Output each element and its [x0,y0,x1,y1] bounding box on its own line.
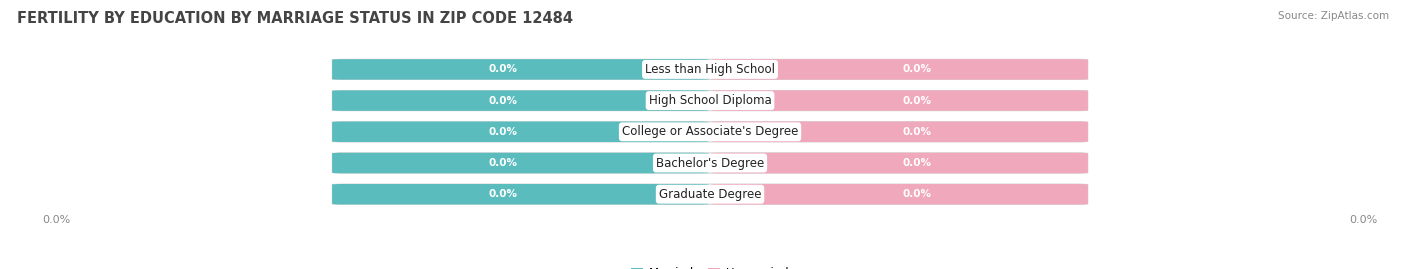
Text: Source: ZipAtlas.com: Source: ZipAtlas.com [1278,11,1389,21]
Text: High School Diploma: High School Diploma [648,94,772,107]
FancyBboxPatch shape [711,90,1088,111]
Text: 0.0%: 0.0% [488,189,517,199]
FancyBboxPatch shape [711,153,1088,173]
Text: Less than High School: Less than High School [645,63,775,76]
FancyBboxPatch shape [711,122,1088,142]
Text: 0.0%: 0.0% [488,95,517,106]
Legend: Married, Unmarried: Married, Unmarried [627,263,793,269]
FancyBboxPatch shape [332,122,1088,142]
Text: 0.0%: 0.0% [903,64,932,75]
Text: 0.0%: 0.0% [903,127,932,137]
Text: 0.0%: 0.0% [488,127,517,137]
Text: College or Associate's Degree: College or Associate's Degree [621,125,799,138]
FancyBboxPatch shape [332,59,709,80]
FancyBboxPatch shape [332,184,1088,204]
FancyBboxPatch shape [332,153,1088,173]
Text: 0.0%: 0.0% [488,64,517,75]
Text: 0.0%: 0.0% [488,158,517,168]
FancyBboxPatch shape [711,59,1088,80]
FancyBboxPatch shape [332,184,709,204]
Text: Bachelor's Degree: Bachelor's Degree [657,157,763,169]
Text: FERTILITY BY EDUCATION BY MARRIAGE STATUS IN ZIP CODE 12484: FERTILITY BY EDUCATION BY MARRIAGE STATU… [17,11,572,26]
FancyBboxPatch shape [332,153,709,173]
Text: 0.0%: 0.0% [903,158,932,168]
FancyBboxPatch shape [332,90,709,111]
Text: 0.0%: 0.0% [903,189,932,199]
Text: 0.0%: 0.0% [903,95,932,106]
FancyBboxPatch shape [332,59,1088,80]
FancyBboxPatch shape [332,122,709,142]
FancyBboxPatch shape [332,90,1088,111]
Text: Graduate Degree: Graduate Degree [659,188,761,201]
FancyBboxPatch shape [711,184,1088,204]
